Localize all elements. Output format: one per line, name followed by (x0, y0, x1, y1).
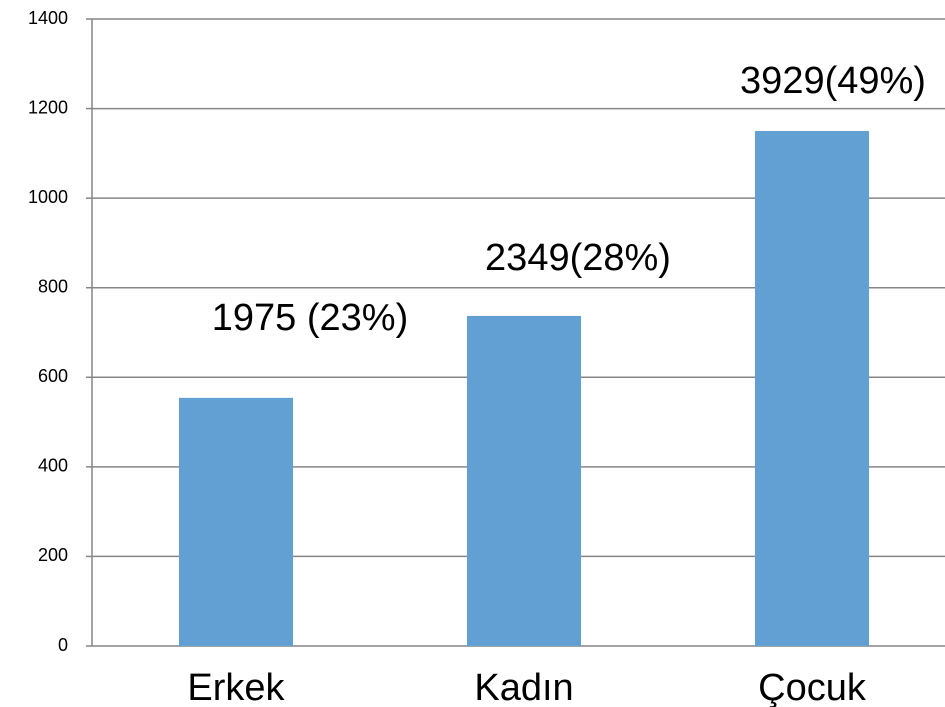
y-tick-label: 200 (38, 545, 68, 565)
x-tick-label: Kadın (474, 667, 573, 707)
annotation: 2349(28%) (485, 237, 671, 279)
x-tick-label: Erkek (187, 667, 285, 707)
bar (179, 397, 293, 646)
annotation: 3929(49%) (740, 60, 926, 102)
bar (755, 130, 869, 646)
bar (467, 315, 581, 646)
y-tick-label: 1400 (28, 8, 68, 28)
y-tick-label: 0 (58, 635, 68, 655)
x-tick-label: Çocuk (758, 667, 867, 707)
y-tick-label: 400 (38, 456, 68, 476)
y-tick-label: 800 (38, 276, 68, 296)
y-tick-label: 1200 (28, 97, 68, 117)
y-tick-label: 600 (38, 366, 68, 386)
annotation: 1975 (23%) (212, 297, 408, 339)
y-tick-label: 1000 (28, 187, 68, 207)
